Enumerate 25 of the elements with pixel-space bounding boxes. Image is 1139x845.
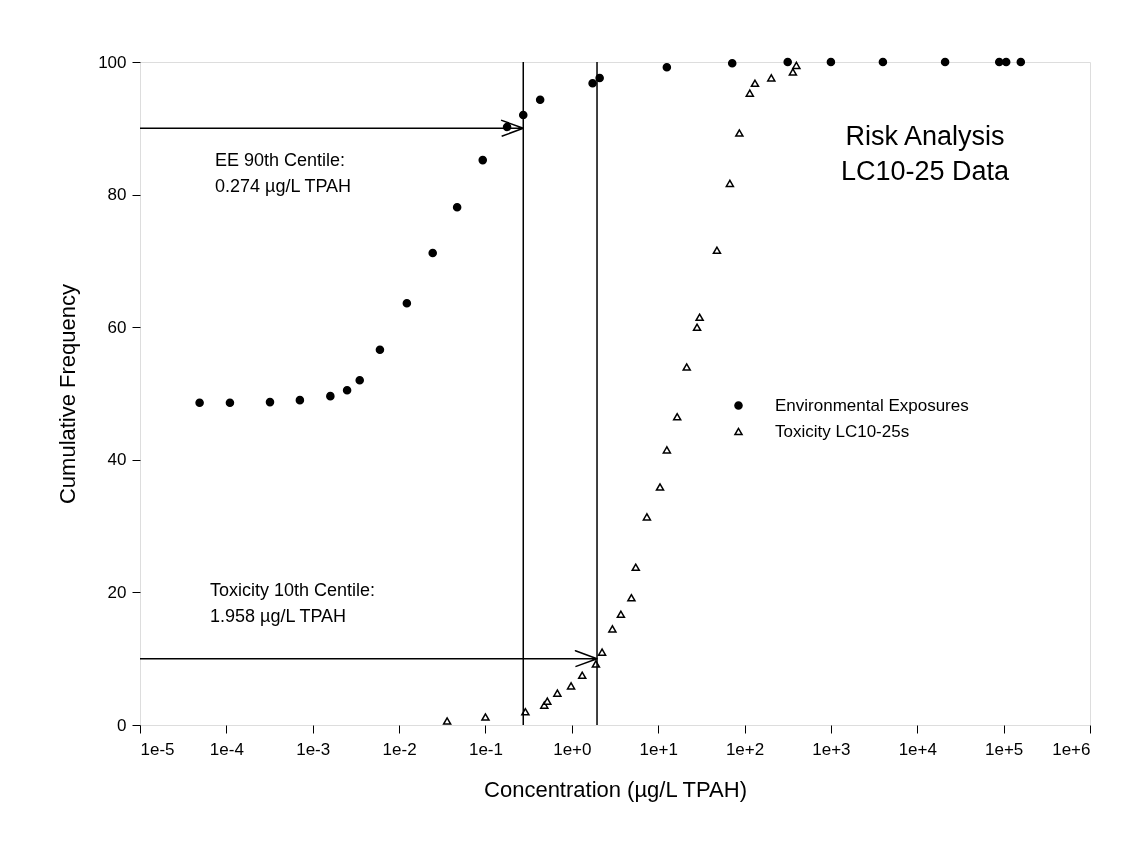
x-tick-label: 1e-1 bbox=[468, 739, 503, 759]
y-tick-label: 40 bbox=[107, 450, 127, 470]
y-tick-label: 60 bbox=[107, 317, 127, 337]
x-tick-label: 1e+6 bbox=[1052, 739, 1091, 759]
x-tick-label: 1e-4 bbox=[209, 739, 244, 759]
annotation: EE 90th Centile: 0.274 µg/L TPAH bbox=[215, 150, 352, 196]
x-tick-label: 1e-3 bbox=[296, 739, 331, 759]
y-axis-title: Cumulative Frequency bbox=[55, 283, 81, 505]
x-tick-label: 1e-5 bbox=[140, 739, 175, 759]
x-tick-label: 1e+2 bbox=[725, 739, 765, 759]
x-tick-label: 1e-2 bbox=[382, 739, 417, 759]
x-axis-title: Concentration (µg/L TPAH) bbox=[484, 776, 747, 802]
legend-label: Toxicity LC10-25s bbox=[775, 421, 910, 441]
text: Risk Analysis LC10-25 Data bbox=[840, 121, 1011, 186]
x-tick-label: 1e+0 bbox=[553, 739, 592, 759]
x-tick-label: 1e+5 bbox=[984, 739, 1024, 759]
x-tick-label: 1e+1 bbox=[639, 739, 678, 759]
y-tick-label: 80 bbox=[107, 185, 127, 205]
x-tick-label: 1e+3 bbox=[812, 739, 851, 759]
y-tick-label: 0 bbox=[117, 715, 127, 735]
legend-label: Environmental Exposures bbox=[775, 395, 969, 415]
annotation: Toxicity 10th Centile: 1.958 µg/L TPAH bbox=[210, 580, 376, 626]
x-tick-label: 1e+4 bbox=[898, 739, 937, 759]
y-tick-label: 100 bbox=[98, 52, 127, 72]
y-tick-label: 20 bbox=[107, 582, 127, 602]
